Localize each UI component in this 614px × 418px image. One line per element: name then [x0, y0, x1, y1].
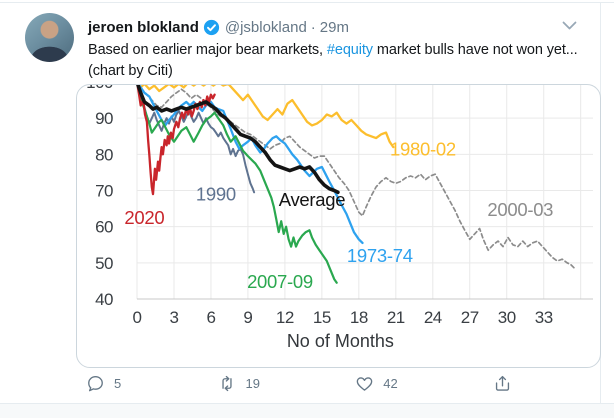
like-button[interactable]: 42 [355, 374, 398, 393]
next-tweet-strip [0, 404, 614, 418]
verified-badge-icon [203, 19, 220, 36]
svg-text:2020: 2020 [124, 207, 164, 228]
svg-text:0: 0 [133, 308, 142, 327]
svg-text:100: 100 [86, 85, 113, 92]
svg-text:1973-74: 1973-74 [347, 245, 413, 266]
top-divider [0, 2, 614, 3]
tweet-text-after: market bulls have not won yet... [372, 42, 578, 58]
reply-button[interactable]: 5 [86, 374, 121, 393]
svg-text:30: 30 [498, 308, 516, 327]
reply-count: 5 [114, 375, 122, 391]
tweet-text-before: Based on earlier major bear markets, [88, 42, 327, 58]
svg-text:24: 24 [424, 308, 442, 327]
chart-card[interactable]: 40 50 60 70 80 90 100 0 3 6 9 12 15 18 21 24 27 30 33 No of… [76, 84, 601, 368]
svg-text:3: 3 [169, 308, 178, 327]
svg-text:18: 18 [350, 308, 368, 327]
retweet-icon [217, 374, 237, 393]
action-bar: 5 19 42 [86, 370, 512, 396]
svg-text:12: 12 [276, 308, 294, 327]
avatar[interactable] [25, 13, 74, 62]
svg-text:2007-09: 2007-09 [247, 271, 313, 292]
share-icon [493, 374, 512, 393]
svg-text:27: 27 [461, 308, 479, 327]
author-name[interactable]: jeroen blokland [88, 18, 199, 36]
hashtag-equity[interactable]: #equity [326, 42, 373, 58]
separator: · [310, 18, 316, 36]
svg-text:21: 21 [387, 308, 405, 327]
timestamp: 29m [319, 18, 349, 36]
heart-icon [355, 374, 374, 393]
svg-text:90: 90 [95, 109, 113, 128]
retweet-button[interactable]: 19 [217, 374, 260, 393]
svg-text:1990: 1990 [196, 184, 236, 205]
retweet-count: 19 [245, 375, 260, 391]
svg-text:60: 60 [95, 218, 113, 237]
svg-text:15: 15 [313, 308, 331, 327]
bear-market-chart: 40 50 60 70 80 90 100 0 3 6 9 12 15 18 21 24 27 30 33 No of… [86, 85, 593, 351]
svg-text:No of Months: No of Months [287, 331, 394, 351]
tweet-text: Based on earlier major bear markets, #eq… [88, 40, 608, 82]
tweet-header: jeroen blokland @jsblokland · 29m [88, 17, 349, 37]
author-handle[interactable]: @jsblokland [224, 18, 307, 36]
svg-text:2000-03: 2000-03 [487, 199, 553, 220]
svg-text:6: 6 [206, 308, 215, 327]
svg-text:1980-02: 1980-02 [390, 138, 456, 159]
like-count: 42 [383, 375, 398, 391]
svg-text:80: 80 [95, 145, 113, 164]
svg-text:50: 50 [95, 254, 113, 273]
svg-text:70: 70 [95, 182, 113, 201]
reply-icon [86, 374, 105, 393]
svg-text:40: 40 [95, 290, 113, 309]
svg-text:Average: Average [279, 189, 345, 210]
svg-text:9: 9 [243, 308, 252, 327]
chevron-down-icon[interactable] [562, 18, 577, 36]
tweet-text-line2: (chart by Citi) [88, 63, 173, 79]
share-button[interactable] [493, 374, 512, 393]
bottom-divider [0, 403, 614, 404]
svg-text:33: 33 [535, 308, 553, 327]
